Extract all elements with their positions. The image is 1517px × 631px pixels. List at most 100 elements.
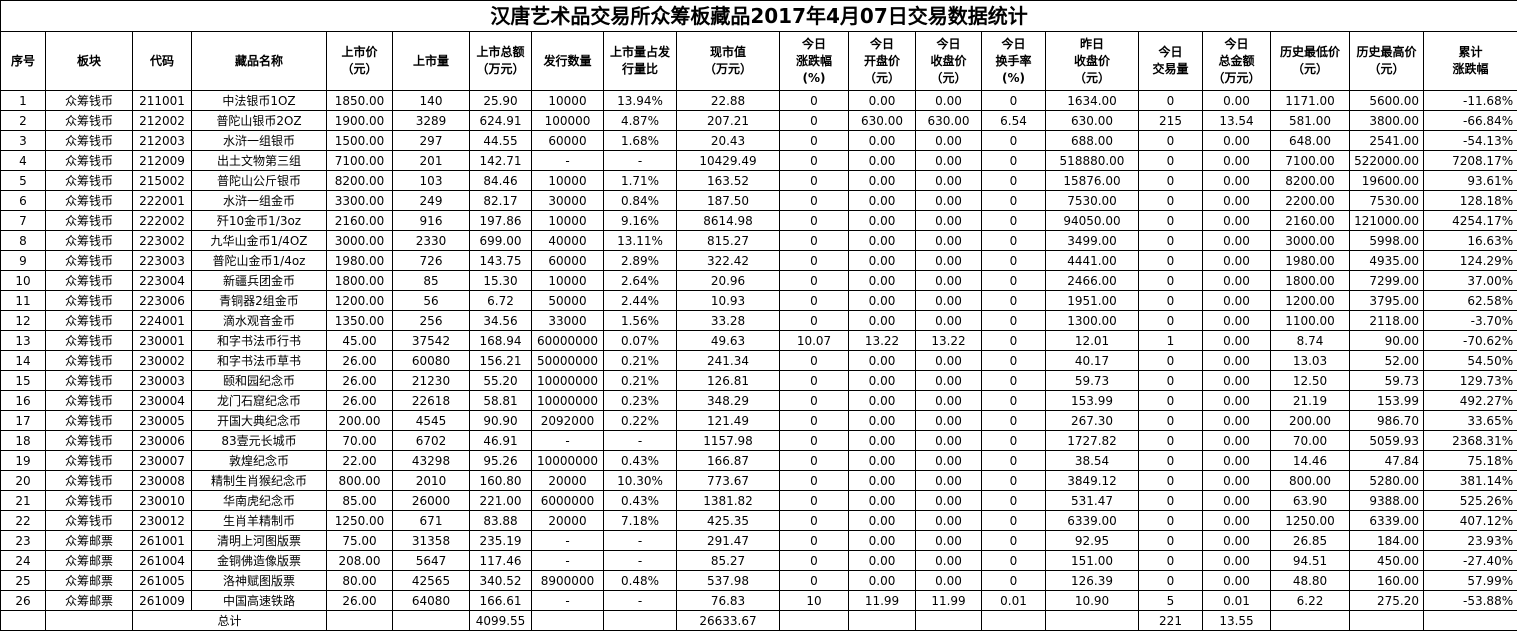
cell-prev-close: 12.01: [1045, 330, 1139, 351]
header-code: 代码: [132, 31, 192, 91]
cell-open-price: 0.00: [848, 130, 916, 151]
cell-close-price: 0.00: [915, 370, 982, 391]
cell-code: 261001: [132, 530, 192, 551]
cell-list-price: 1800.00: [326, 270, 393, 291]
cell-volume: 0: [1138, 450, 1203, 471]
cell-item-name: 生肖羊精制币: [191, 510, 327, 531]
cell-chg-today: 0: [779, 350, 849, 371]
cell-volume: 0: [1138, 270, 1203, 291]
header-line: （元）: [341, 62, 378, 76]
cell-close-price: 13.22: [915, 330, 982, 351]
cell-list-price: 1250.00: [326, 510, 393, 531]
header-line: （万元）: [476, 62, 525, 76]
cell-issue-qty: 10000: [531, 90, 604, 111]
header-line: 序号: [10, 53, 35, 68]
cell-list-price: 1900.00: [326, 110, 393, 131]
cell-close-price: 0.00: [915, 510, 982, 531]
cell-list-total: 46.91: [469, 430, 532, 451]
cell-prev-close: 126.39: [1045, 570, 1139, 591]
cell-list-qty: 5647: [392, 550, 470, 571]
cell-chg-today: 0: [779, 410, 849, 431]
cell-prev-close: 630.00: [1045, 110, 1139, 131]
cell-item-name: 洛神赋图版票: [191, 570, 327, 591]
cell-list-qty: 43298: [392, 450, 470, 471]
cell-hist-low: 800.00: [1270, 470, 1350, 491]
cell-list-qty: 37542: [392, 330, 470, 351]
cell-cum-chg: 525.26%: [1422, 490, 1517, 511]
cell-issue-qty: -: [531, 550, 604, 571]
header-line: 今日: [1001, 36, 1026, 51]
cell-cum-chg: -3.70%: [1422, 310, 1517, 331]
header-line: 今日: [1158, 45, 1183, 59]
cell-volume: 5: [1138, 590, 1203, 611]
cell-chg-today: 0: [779, 550, 849, 571]
cell-list-total: 197.86: [469, 210, 532, 231]
cell-code: 230007: [132, 450, 192, 471]
cell-issue-qty: 10000: [531, 270, 604, 291]
header-index: 序号: [0, 31, 46, 91]
cell-open-price: 0.00: [848, 530, 916, 551]
cell-list-ratio: 1.71%: [603, 170, 677, 191]
cell-index: 21: [0, 490, 46, 511]
cell-hist-high: 47.84: [1349, 450, 1424, 471]
cell-market-value: 49.63: [676, 330, 780, 351]
cell-sector: 众筹钱币: [45, 130, 133, 151]
cell-list-price: 22.00: [326, 450, 393, 471]
cell-chg-today: 0: [779, 390, 849, 411]
cell-amount: 0.00: [1202, 530, 1271, 551]
cell-issue-qty: 33000: [531, 310, 604, 331]
cell-hist-high: 5600.00: [1349, 90, 1424, 111]
cell-prev-close: 1951.00: [1045, 290, 1139, 311]
cell-list-qty: 140: [392, 90, 470, 111]
cell-sector: 众筹钱币: [45, 230, 133, 251]
cell-turnover: 0: [981, 310, 1046, 331]
cell-open-price: 11.99: [848, 590, 916, 611]
header-line: 换手率: [995, 53, 1032, 68]
cell-hist-low: 200.00: [1270, 410, 1350, 431]
cell-close-price: 0.00: [915, 170, 982, 191]
cell-list-total: 83.88: [469, 510, 532, 531]
cell-chg-today: 0: [779, 290, 849, 311]
cell-cum-chg: -27.40%: [1422, 550, 1517, 571]
cell-amount: 0.00: [1202, 450, 1271, 471]
cell-close-price: 11.99: [915, 590, 982, 611]
cell-item-name: 歼10金币1/3oz: [191, 210, 327, 231]
cell-open-price: 0.00: [848, 150, 916, 171]
cell-item-name: 普陀山银币2OZ: [191, 110, 327, 131]
cell-list-ratio: 0.23%: [603, 390, 677, 411]
cell-volume: 0: [1138, 210, 1203, 231]
cell-chg-today: 0: [779, 230, 849, 251]
cell-item-name: 普陀山金币1/4oz: [191, 250, 327, 271]
cell-index: 2: [0, 110, 46, 131]
cell-sector: 众筹钱币: [45, 350, 133, 371]
cell-cum-chg: -11.68%: [1422, 90, 1517, 111]
cell-item-name: 滴水观音金币: [191, 310, 327, 331]
cell-list-total: 58.81: [469, 390, 532, 411]
cell-volume: 0: [1138, 390, 1203, 411]
cell-close-price: 0.00: [915, 430, 982, 451]
cell-index: 10: [0, 270, 46, 291]
header-line: 历史最高价: [1356, 45, 1417, 59]
cell-amount: 0.00: [1202, 90, 1271, 111]
cell-list-ratio: 10.30%: [603, 470, 677, 491]
cell-issue-qty: 20000: [531, 470, 604, 491]
cell-issue-qty: -: [531, 590, 604, 611]
table-row: 17 众筹钱币 230005 开国大典纪念币 200.00 4545 90.90 209200…: [0, 410, 1517, 431]
cell-close-price: 0.00: [915, 390, 982, 411]
cell-index: 14: [0, 350, 46, 371]
cell-list-ratio: 1.68%: [603, 130, 677, 151]
cell-volume: 1: [1138, 330, 1203, 351]
cell-close-price: 0.00: [915, 530, 982, 551]
cell-list-price: 26.00: [326, 370, 393, 391]
cell-amount: 0.00: [1202, 550, 1271, 571]
header-line: （元）: [1291, 62, 1328, 76]
cell-amount: 0.01: [1202, 590, 1271, 611]
cell-close-price: 0.00: [915, 570, 982, 591]
header-line: （万元）: [1212, 70, 1261, 85]
cell-list-total: 143.75: [469, 250, 532, 271]
cell-prev-close: 92.95: [1045, 530, 1139, 551]
cell-item-name: 水浒一组金币: [191, 190, 327, 211]
header-hist-low: 历史最低价 （元）: [1270, 31, 1350, 91]
cell-turnover: 0: [981, 510, 1046, 531]
cell-list-price: 208.00: [326, 550, 393, 571]
